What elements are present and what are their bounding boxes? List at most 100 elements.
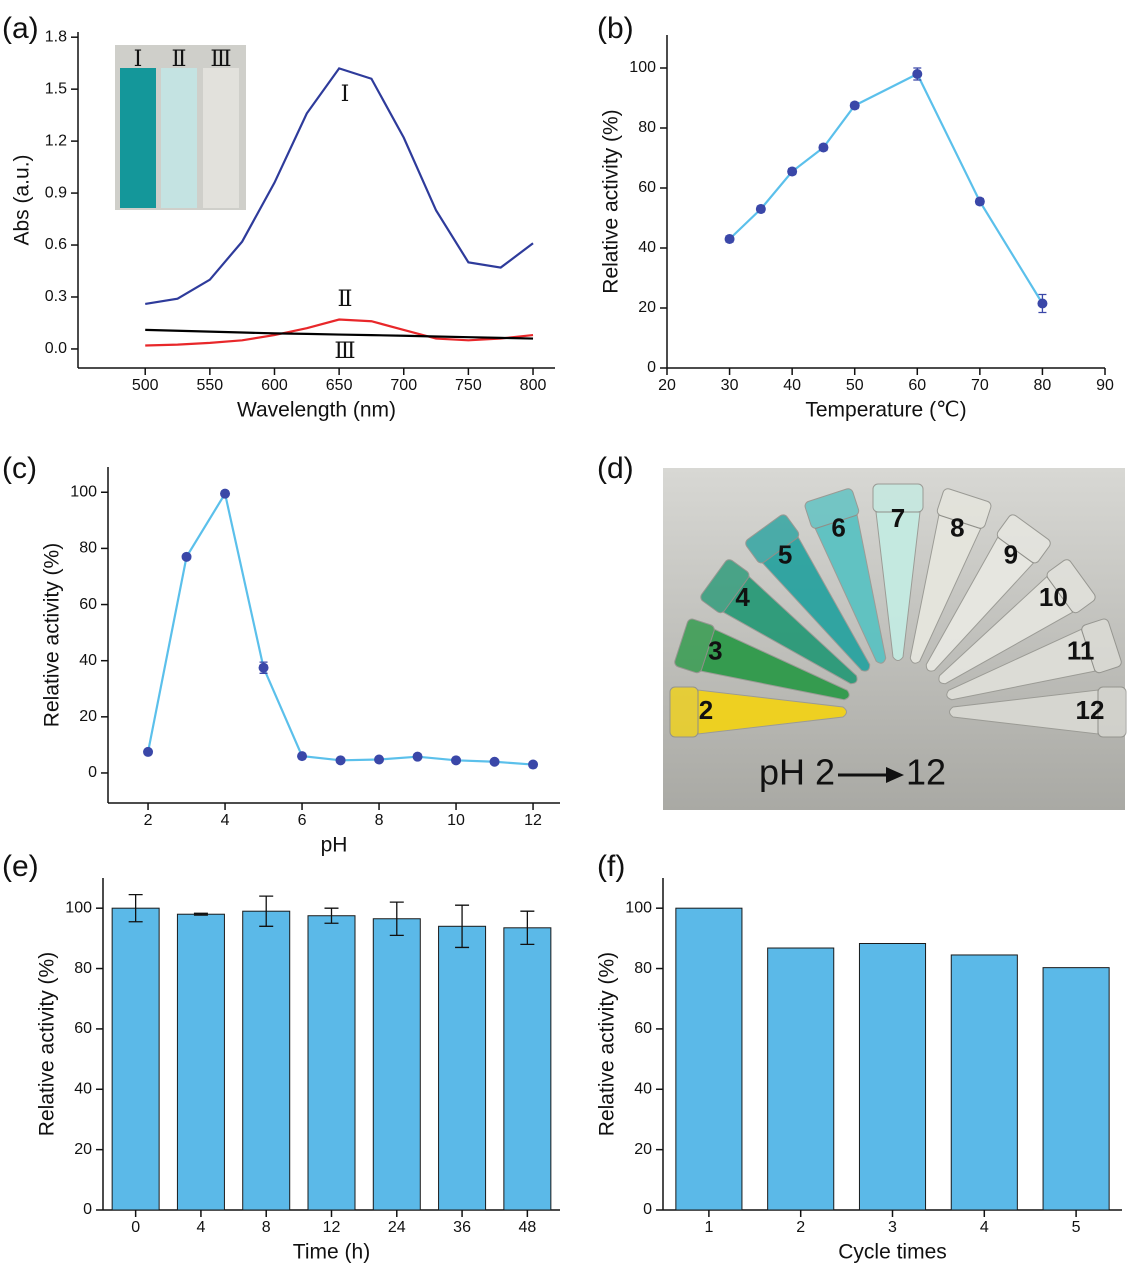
marker (528, 759, 539, 770)
line (145, 67, 534, 306)
inset-label: Ⅱ (172, 47, 187, 72)
tube-label: 3 (708, 636, 722, 666)
error-bar (389, 901, 404, 936)
tube-label: 7 (891, 503, 905, 533)
tube (745, 514, 871, 672)
x-tick-label: 24 (388, 1219, 406, 1236)
bar (767, 947, 835, 1211)
tube-body (946, 628, 1096, 701)
x-tick-label: 50 (846, 377, 864, 394)
panel-label: (f) (597, 850, 625, 883)
x-tick-label: 4 (980, 1219, 989, 1236)
error-bar (193, 912, 208, 916)
tube (872, 483, 924, 661)
x-tick-label: 90 (1096, 377, 1114, 394)
marker (374, 754, 385, 765)
y-tick-label: 20 (638, 299, 656, 316)
tube-body (761, 536, 871, 672)
tube-body (949, 689, 1099, 735)
y-tick-label: 100 (629, 59, 656, 76)
tube-label: 8 (950, 512, 964, 542)
marker (220, 488, 231, 499)
y-axis-label: Relative activity (%) (600, 109, 623, 293)
y-axis-label: Relative activity (%) (36, 952, 59, 1136)
error-bar (259, 895, 274, 927)
y-tick-label: 40 (79, 652, 97, 669)
x-tick-label: 700 (390, 377, 417, 394)
x-tick-label: 60 (908, 377, 926, 394)
error-bar (128, 893, 143, 923)
bar (372, 918, 421, 1211)
x-tick-label: 550 (197, 377, 224, 394)
tube-label: 11 (1067, 636, 1095, 666)
curve-label: Ⅱ (338, 287, 353, 312)
x-tick-label: 12 (524, 812, 542, 829)
x-tick-label: 600 (261, 377, 288, 394)
panel-label: (c) (2, 452, 37, 485)
line (145, 328, 534, 340)
panel-label: (b) (597, 12, 634, 45)
x-tick-label: 4 (196, 1219, 205, 1236)
tube-group (669, 483, 1127, 738)
y-tick-label: 100 (625, 899, 652, 916)
marker (297, 751, 308, 762)
y-tick-label: 40 (634, 1080, 652, 1097)
error-bar (520, 910, 535, 946)
tube (804, 488, 887, 664)
tube-cap (674, 618, 715, 674)
x-tick-label: 0 (131, 1219, 140, 1236)
photo-caption: 12 (906, 752, 946, 793)
photo-caption: pH 2 (759, 752, 835, 793)
tube-body (722, 575, 858, 685)
x-tick-label: 40 (783, 377, 801, 394)
x-axis-label: pH (321, 834, 348, 857)
marker (849, 100, 860, 111)
line (728, 72, 1044, 305)
x-tick-label: 650 (326, 377, 353, 394)
tube-cap (745, 514, 800, 564)
marker (755, 204, 766, 214)
x-tick-label: 6 (298, 812, 307, 829)
y-tick-label: 20 (79, 708, 97, 725)
tube-cap (872, 483, 924, 513)
x-axis-label: Temperature (℃) (805, 399, 966, 422)
bar (950, 954, 1018, 1211)
tube-body (700, 628, 850, 701)
curve-label: Ⅰ (341, 82, 350, 107)
tube (700, 559, 858, 685)
tube (669, 686, 847, 738)
tube (674, 618, 850, 701)
x-tick-label: 750 (455, 377, 482, 394)
bar (858, 942, 927, 1211)
x-tick-label: 8 (375, 812, 384, 829)
marker (412, 751, 423, 762)
tube-label: 10 (1039, 582, 1068, 612)
x-tick-label: 4 (221, 812, 230, 829)
y-tick-label: 0 (83, 1201, 92, 1218)
x-axis-label: Wavelength (nm) (237, 399, 396, 422)
bar (503, 927, 552, 1211)
y-tick-label: 0.6 (45, 236, 67, 253)
tube-cap (669, 686, 699, 738)
cuvette (161, 68, 197, 208)
marker (181, 551, 192, 562)
tube-label: 9 (1004, 540, 1018, 570)
y-tick-label: 20 (74, 1141, 92, 1158)
x-tick-label: 36 (453, 1219, 471, 1236)
y-tick-label: 40 (74, 1080, 92, 1097)
y-tick-label: 60 (74, 1020, 92, 1037)
y-tick-label: 1.2 (45, 132, 67, 149)
y-tick-label: 0.0 (45, 340, 67, 357)
tube-cap (1081, 618, 1122, 674)
marker (451, 755, 462, 766)
tube-cap (700, 559, 750, 614)
inset-label: Ⅲ (210, 47, 231, 72)
tube-body (925, 536, 1035, 672)
y-tick-label: 60 (638, 179, 656, 196)
y-tick-label: 100 (70, 483, 97, 500)
marker (787, 166, 798, 177)
x-tick-label: 48 (518, 1219, 536, 1236)
tube (949, 686, 1127, 738)
